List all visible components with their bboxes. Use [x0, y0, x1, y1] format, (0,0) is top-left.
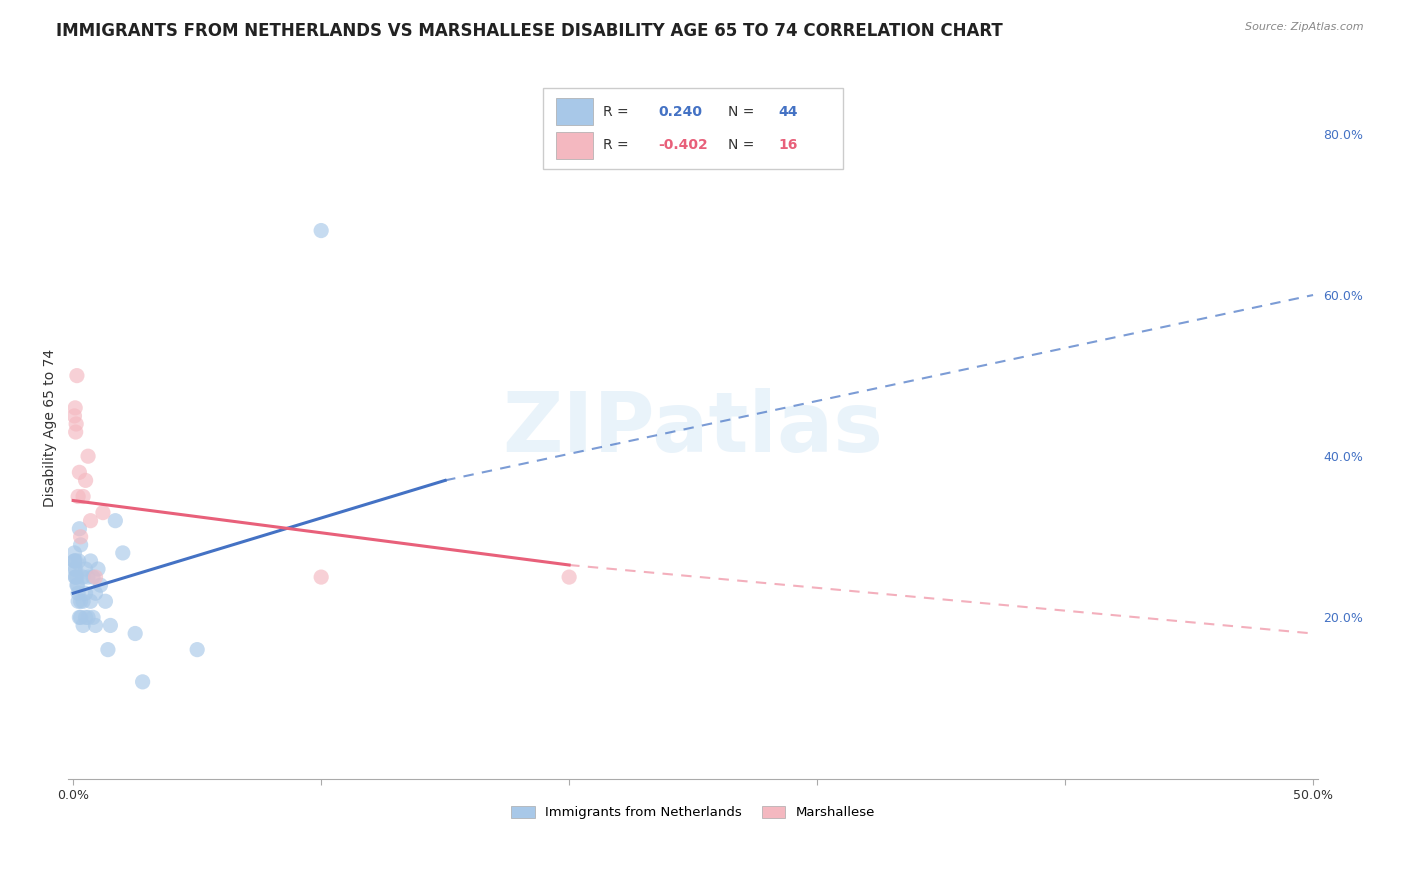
Point	[67, 466, 90, 480]
Point	[63, 546, 86, 560]
Point	[87, 562, 110, 576]
Text: -0.402: -0.402	[658, 138, 707, 153]
Text: Source: ZipAtlas.com: Source: ZipAtlas.com	[1246, 22, 1364, 32]
Point	[75, 610, 97, 624]
Text: 44: 44	[778, 104, 797, 119]
Point	[67, 610, 90, 624]
Legend: Immigrants from Netherlands, Marshallese: Immigrants from Netherlands, Marshallese	[506, 801, 880, 824]
Point	[82, 570, 104, 584]
Point	[75, 474, 97, 488]
Point	[66, 578, 89, 592]
Point	[75, 562, 97, 576]
Point	[65, 570, 87, 584]
Point	[63, 562, 86, 576]
Point	[63, 554, 86, 568]
Point	[69, 610, 91, 624]
FancyBboxPatch shape	[543, 88, 844, 169]
Point	[82, 610, 104, 624]
Point	[65, 425, 87, 439]
Text: R =: R =	[603, 138, 633, 153]
Point	[97, 642, 120, 657]
Point	[77, 610, 100, 624]
Point	[67, 490, 90, 504]
Point	[65, 417, 87, 431]
Point	[309, 223, 332, 237]
Text: N =: N =	[728, 138, 759, 153]
Point	[104, 514, 127, 528]
Point	[75, 586, 97, 600]
Point	[72, 570, 94, 584]
Point	[63, 401, 86, 415]
Point	[124, 626, 146, 640]
Point	[67, 522, 90, 536]
Point	[89, 578, 111, 592]
Point	[79, 554, 101, 568]
Point	[67, 586, 90, 600]
Point	[94, 594, 117, 608]
Text: N =: N =	[728, 104, 759, 119]
Text: 16: 16	[778, 138, 797, 153]
FancyBboxPatch shape	[555, 132, 593, 159]
Point	[66, 368, 89, 383]
Point	[72, 618, 94, 632]
Point	[65, 554, 87, 568]
Point	[186, 642, 208, 657]
Point	[84, 618, 107, 632]
Point	[63, 409, 86, 423]
Y-axis label: Disability Age 65 to 74: Disability Age 65 to 74	[44, 349, 58, 507]
Point	[309, 570, 332, 584]
Point	[69, 538, 91, 552]
Point	[84, 570, 107, 584]
Point	[63, 570, 86, 584]
Point	[66, 570, 89, 584]
FancyBboxPatch shape	[555, 98, 593, 125]
Point	[69, 530, 91, 544]
Point	[79, 514, 101, 528]
Point	[77, 449, 100, 463]
Point	[100, 618, 122, 632]
Point	[72, 490, 94, 504]
Point	[558, 570, 581, 584]
Point	[77, 570, 100, 584]
Point	[131, 674, 153, 689]
Point	[91, 506, 114, 520]
Point	[69, 594, 91, 608]
Point	[63, 554, 86, 568]
Point	[111, 546, 134, 560]
Text: ZIPatlas: ZIPatlas	[502, 387, 883, 468]
Point	[79, 594, 101, 608]
Text: IMMIGRANTS FROM NETHERLANDS VS MARSHALLESE DISABILITY AGE 65 TO 74 CORRELATION C: IMMIGRANTS FROM NETHERLANDS VS MARSHALLE…	[56, 22, 1002, 40]
Point	[67, 594, 90, 608]
Text: R =: R =	[603, 104, 633, 119]
Point	[65, 562, 87, 576]
Point	[84, 586, 107, 600]
Point	[67, 554, 90, 568]
Point	[66, 578, 89, 592]
Text: 0.240: 0.240	[658, 104, 702, 119]
Point	[72, 594, 94, 608]
